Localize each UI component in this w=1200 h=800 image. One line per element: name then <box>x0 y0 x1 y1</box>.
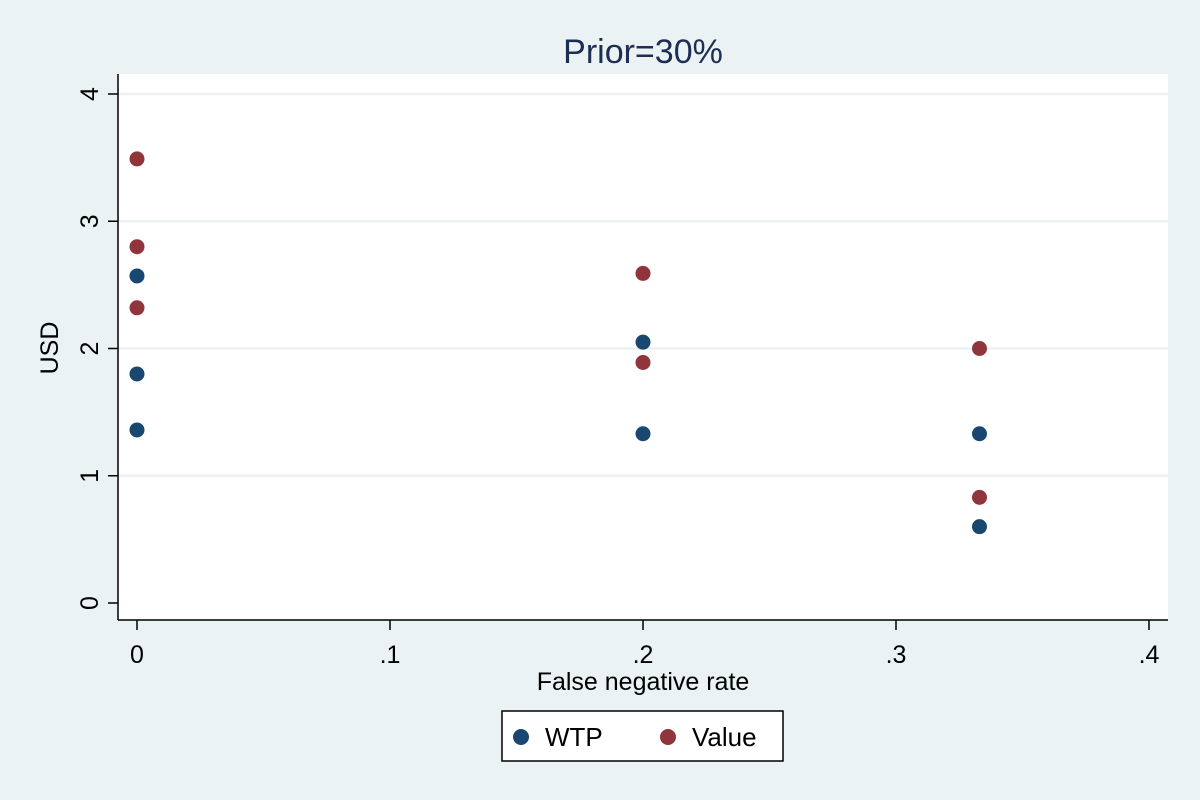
legend-label-value: Value <box>692 722 757 752</box>
point-value-5 <box>971 341 987 356</box>
point-value-3 <box>635 265 651 281</box>
point-value-0 <box>129 151 145 167</box>
legend-marker-wtp <box>513 729 529 745</box>
y-axis-label: USD <box>36 322 64 375</box>
legend: WTP Value <box>501 710 784 762</box>
point-value-1 <box>129 239 145 255</box>
point-wtp-4 <box>635 426 651 442</box>
x-tick-label-3: .3 <box>886 641 907 669</box>
x-axis-label: False negative rate <box>537 668 750 696</box>
x-tick-label-2: .2 <box>633 641 654 669</box>
data-points <box>129 151 987 535</box>
point-wtp-0 <box>129 268 145 284</box>
y-tick-label-2: 2 <box>76 342 104 356</box>
y-tick-label-1: 1 <box>76 469 104 483</box>
legend-box <box>501 710 784 762</box>
x-tick-label-1: .1 <box>380 641 401 669</box>
point-wtp-6 <box>971 519 987 535</box>
y-tick-label-0: 0 <box>76 596 104 610</box>
legend-marker-value <box>660 729 676 745</box>
point-value-4 <box>635 354 651 370</box>
x-tick-label-4: .4 <box>1139 641 1160 669</box>
axes: 0 1 2 3 4 0 .1 .2 .3 .4 <box>76 74 1168 669</box>
x-tick-label-0: 0 <box>130 641 144 669</box>
point-wtp-1 <box>129 366 145 382</box>
chart-title: Prior=30% <box>563 33 723 71</box>
point-wtp-5 <box>971 426 987 442</box>
point-value-6 <box>971 489 987 505</box>
y-tick-label-3: 3 <box>76 214 104 228</box>
point-value-2 <box>129 300 145 316</box>
y-tick-label-4: 4 <box>76 87 104 101</box>
legend-label-wtp: WTP <box>545 722 603 752</box>
point-wtp-3 <box>635 334 651 350</box>
point-wtp-2 <box>129 422 145 438</box>
